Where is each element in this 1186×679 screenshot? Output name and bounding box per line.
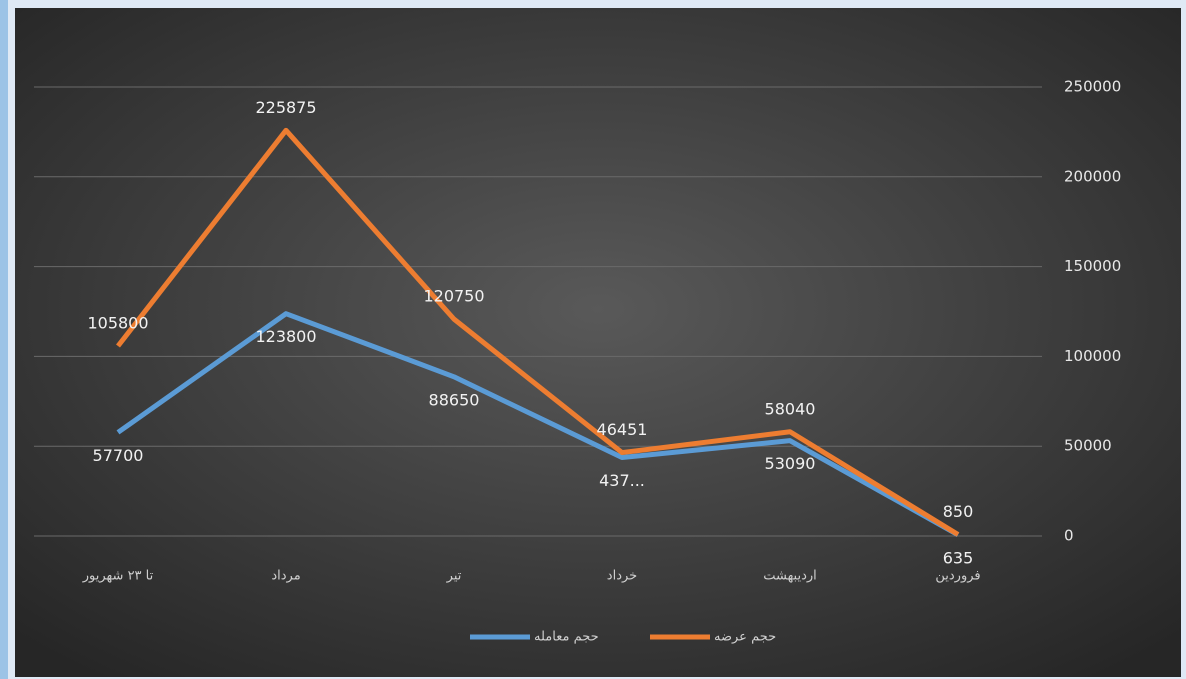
x-tick-label: خرداد xyxy=(607,569,637,584)
data-label: 53090 xyxy=(765,454,816,473)
y-tick-label: 100000 xyxy=(1064,347,1121,365)
y-tick-label: 0 xyxy=(1064,527,1074,545)
x-tick-label: فروردین xyxy=(935,569,980,584)
chart-background xyxy=(15,8,1181,677)
data-label: 46451 xyxy=(597,420,648,439)
legend-label: حجم معامله xyxy=(534,630,599,645)
series-line xyxy=(116,127,960,537)
y-tick-label: 250000 xyxy=(1064,78,1121,96)
data-label: 105800 xyxy=(87,313,148,332)
y-tick-label: 50000 xyxy=(1064,437,1112,455)
data-label: 850 xyxy=(943,502,974,521)
data-label: 225875 xyxy=(255,98,316,117)
x-tick-label: مرداد xyxy=(271,569,300,584)
frame-edge xyxy=(0,0,8,679)
y-tick-label: 200000 xyxy=(1064,167,1121,185)
x-tick-label: تا ۲۳ شهریور xyxy=(82,569,154,584)
y-tick-label: 150000 xyxy=(1064,257,1121,275)
data-label: 88650 xyxy=(429,390,480,409)
data-label: 123800 xyxy=(255,327,316,346)
data-label: 120750 xyxy=(423,287,484,306)
x-tick-label: تیر xyxy=(446,569,462,584)
data-label: 635 xyxy=(943,548,974,567)
x-tick-label: اردیبهشت xyxy=(763,569,817,584)
data-label: 57700 xyxy=(93,446,144,465)
data-label: 437... xyxy=(599,471,645,490)
data-label: 58040 xyxy=(765,399,816,418)
legend-label: حجم عرضه xyxy=(714,630,776,645)
series-line xyxy=(116,311,960,538)
